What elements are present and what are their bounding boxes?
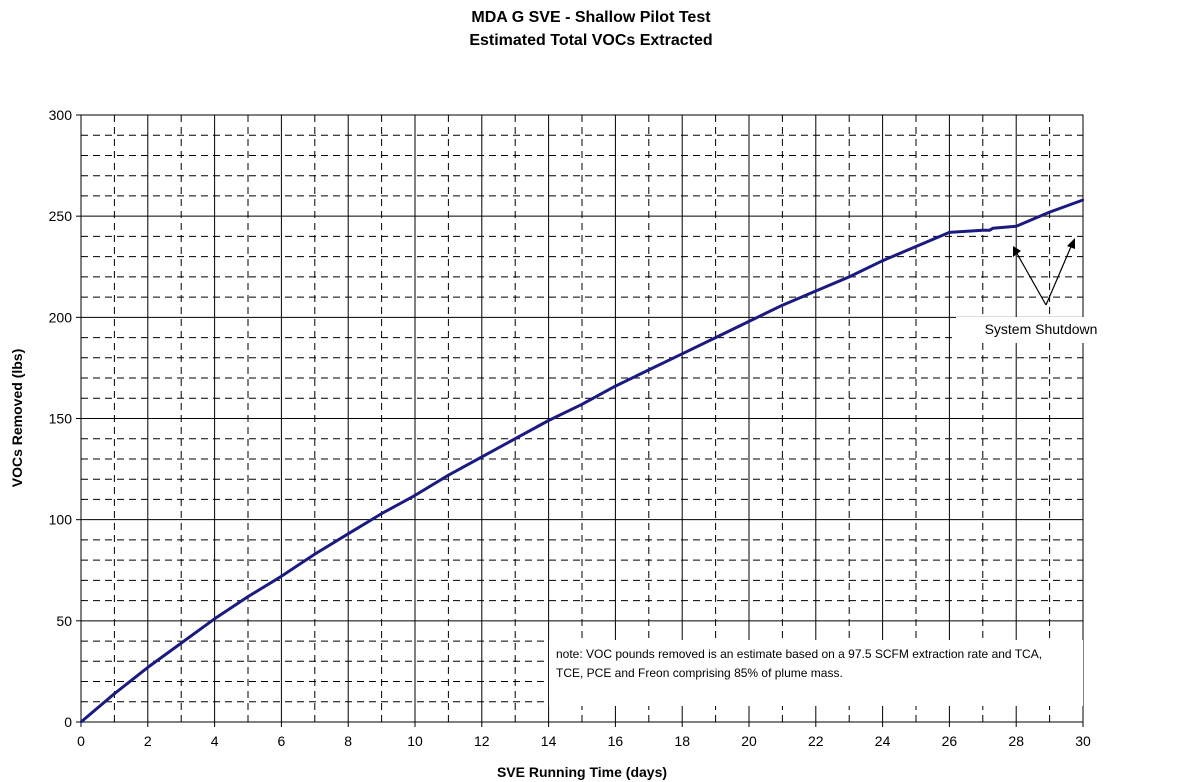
chart-title: MDA G SVE - Shallow Pilot Test: [471, 9, 711, 26]
data-point: [280, 575, 283, 578]
note-line-2: TCE, PCE and Freon comprising 85% of plu…: [556, 666, 843, 680]
data-point: [848, 275, 851, 279]
data-point: [313, 552, 316, 556]
x-tick-label: 16: [608, 733, 624, 749]
x-tick-label: 10: [407, 733, 423, 749]
data-point: [146, 666, 149, 669]
data-point: [413, 494, 417, 497]
y-tick-label: 200: [49, 309, 73, 325]
arrowhead-right: [1067, 238, 1075, 249]
data-point: [514, 437, 517, 440]
y-tick-label: 100: [49, 512, 73, 528]
chart-subtitle: Estimated Total VOCs Extracted: [469, 32, 713, 49]
data-point: [914, 245, 918, 248]
x-tick-label: 26: [942, 733, 958, 749]
data-point: [614, 384, 617, 388]
data-point: [1015, 225, 1018, 228]
x-tick-label: 28: [1008, 733, 1024, 749]
y-tick-label: 0: [64, 714, 72, 730]
data-point: [948, 231, 951, 234]
axis-ticks: 0 2 4 6 8 10 12 14 16 18 20 22 24 26 28 300501001502002…: [49, 107, 1091, 749]
x-tick-label: 0: [77, 733, 85, 749]
data-point: [981, 229, 984, 232]
data-point: [881, 259, 884, 262]
x-tick-label: 18: [674, 733, 690, 749]
data-point: [447, 473, 450, 477]
data-point: [547, 419, 550, 422]
x-tick-label: 14: [541, 733, 557, 749]
y-tick-label: 300: [49, 107, 73, 123]
callout-arrow-left: [1014, 249, 1047, 306]
y-tick-label: 50: [56, 613, 72, 629]
x-tick-label: 4: [211, 733, 219, 749]
data-point: [79, 720, 83, 724]
x-axis-label: SVE Running Time (days): [497, 764, 667, 780]
x-tick-label: 22: [808, 733, 824, 749]
data-point: [647, 368, 650, 372]
arrowhead-left: [1013, 246, 1021, 257]
data-point: [113, 692, 116, 695]
x-tick-label: 6: [278, 733, 286, 749]
callout-label: System Shutdown: [985, 321, 1098, 337]
y-axis-label: VOCs Removed (lbs): [9, 349, 25, 487]
x-tick-label: 2: [144, 733, 152, 749]
data-point: [814, 289, 817, 293]
x-tick-label: 8: [344, 733, 352, 749]
x-tick-label: 30: [1075, 733, 1091, 749]
data-point: [781, 303, 784, 307]
data-points: [79, 198, 1085, 724]
x-tick-label: 20: [741, 733, 757, 749]
note-box: note: VOC pounds removed is an estimate …: [549, 640, 1083, 706]
data-point: [681, 352, 684, 355]
data-point: [1081, 198, 1085, 202]
y-tick-label: 250: [49, 208, 73, 224]
data-point: [580, 403, 584, 406]
callout-arrow-right: [1045, 241, 1074, 306]
data-point: [991, 227, 995, 230]
y-tick-label: 150: [49, 411, 73, 427]
data-point: [714, 336, 717, 339]
data-point: [213, 617, 216, 621]
shutdown-callout: System Shutdown: [956, 238, 1126, 343]
data-point: [380, 512, 383, 515]
data-point: [347, 532, 350, 536]
data-point: [180, 641, 183, 645]
data-point: [747, 320, 751, 323]
note-line-1: note: VOC pounds removed is an estimate …: [556, 647, 1042, 661]
x-tick-label: 12: [474, 733, 490, 749]
data-point: [988, 229, 991, 232]
data-point: [246, 595, 250, 598]
x-tick-label: 24: [875, 733, 891, 749]
data-point: [480, 455, 483, 459]
data-point: [1048, 210, 1051, 214]
